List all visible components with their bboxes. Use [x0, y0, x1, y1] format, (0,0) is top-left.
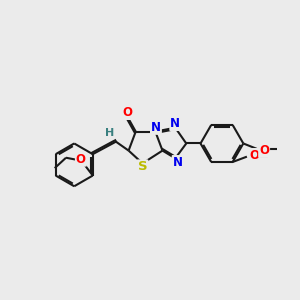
Text: N: N: [172, 156, 183, 169]
Text: O: O: [122, 106, 132, 119]
Text: O: O: [259, 143, 269, 157]
Text: N: N: [170, 117, 180, 130]
Text: N: N: [151, 121, 161, 134]
Text: S: S: [138, 160, 147, 173]
Text: O: O: [249, 149, 259, 162]
Text: O: O: [76, 153, 86, 166]
Text: H: H: [105, 128, 114, 138]
